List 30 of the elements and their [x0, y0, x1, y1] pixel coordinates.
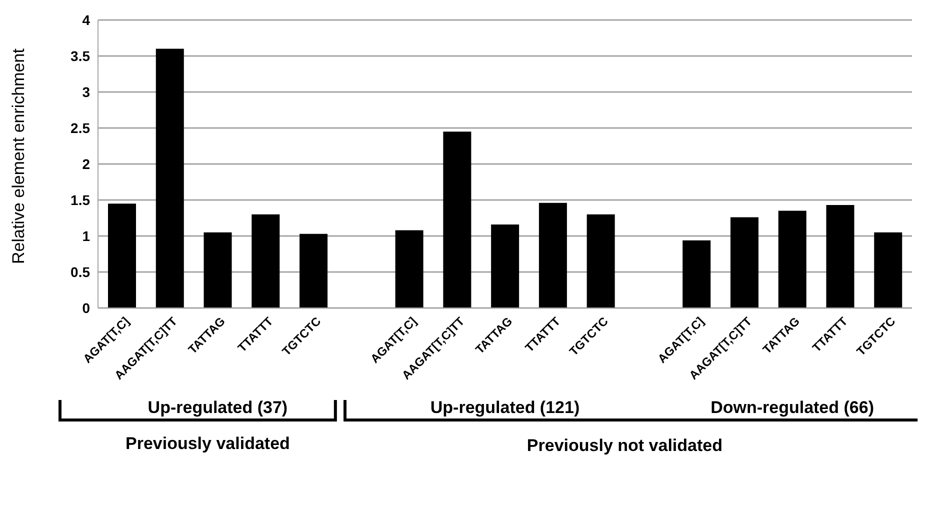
bar [778, 210, 806, 308]
text: Up-regulated (37) [146, 398, 289, 418]
bar [252, 214, 280, 308]
bar [491, 224, 520, 308]
bar [826, 205, 854, 308]
y-axis-title: Relative element enrichment [9, 48, 28, 264]
y-tick-label: 2.5 [70, 120, 90, 136]
bar [395, 230, 424, 308]
text: Up-regulated (121) [429, 398, 581, 418]
y-tick-label: 2 [82, 156, 90, 172]
y-tick-label: 1 [82, 228, 90, 244]
y-tick-label: 3 [82, 84, 90, 100]
bar [538, 202, 567, 308]
bar [204, 232, 232, 308]
bar [443, 132, 472, 308]
text: Down-regulated (66) [710, 398, 875, 418]
bar [300, 234, 328, 308]
y-tick-label: 3.5 [70, 48, 90, 64]
bar [874, 232, 902, 308]
y-tick-label: 1.5 [70, 192, 90, 208]
y-tick-label: 0.5 [70, 264, 90, 280]
y-tick-label: 0 [82, 300, 90, 316]
y-tick-label: 4 [82, 12, 90, 28]
bar [108, 204, 136, 308]
bar [730, 217, 758, 308]
bar [586, 214, 615, 308]
bar [156, 48, 184, 308]
text: Previously validated [124, 434, 291, 454]
bar [682, 240, 711, 308]
text: Previously not validated [526, 436, 724, 456]
